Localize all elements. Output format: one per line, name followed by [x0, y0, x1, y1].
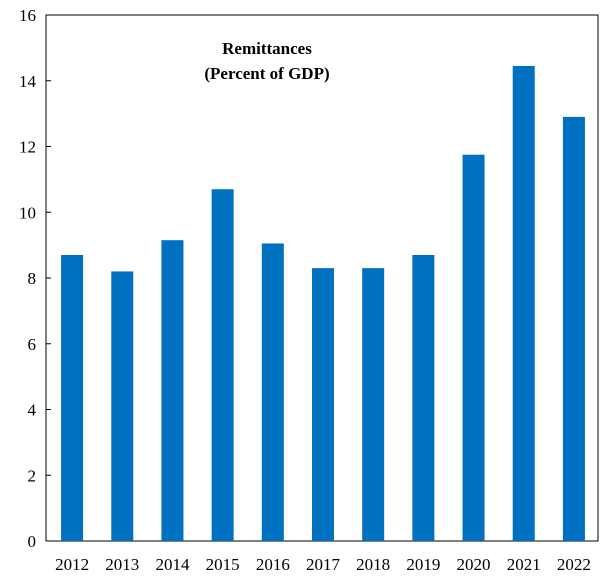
x-tick-label: 2014	[155, 555, 190, 574]
bar-2021	[512, 65, 535, 542]
bar-2020	[462, 154, 485, 541]
x-tick-label: 2021	[507, 555, 541, 574]
x-axis: 2012 2013 2014 2015 2016 2017 2018 2019 2020 2021…	[55, 555, 591, 574]
bar-2015	[211, 189, 234, 542]
y-tick-label: 6	[28, 335, 37, 354]
bar-2017	[312, 268, 334, 541]
x-tick-label: 2017	[306, 555, 341, 574]
bar-2022	[562, 116, 585, 541]
y-tick-label: 2	[28, 466, 37, 485]
y-tick-label: 10	[19, 203, 36, 222]
x-tick-label: 2016	[256, 555, 290, 574]
y-tick-label: 4	[28, 401, 37, 420]
bar-2013	[111, 271, 134, 541]
bar-2014	[161, 240, 184, 541]
x-tick-label: 2019	[406, 555, 440, 574]
y-axis: 0 2 4 6 8 10 12 14 16	[19, 6, 51, 551]
x-tick-label: 2015	[206, 555, 240, 574]
y-tick-label: 14	[19, 72, 37, 91]
chart-subtitle: (Percent of GDP)	[204, 64, 329, 83]
y-tick-label: 12	[19, 138, 36, 157]
bar-2019	[412, 254, 435, 542]
x-tick-label: 2012	[55, 555, 89, 574]
x-tick-label: 2022	[557, 555, 591, 574]
chart-title: Remittances	[222, 39, 312, 58]
y-tick-label: 16	[19, 6, 36, 25]
y-tick-label: 8	[28, 269, 37, 288]
y-tick-label: 0	[28, 532, 37, 551]
bar-2016	[261, 243, 284, 541]
x-tick-label: 2013	[105, 555, 139, 574]
bars	[61, 65, 585, 542]
bar-2018	[362, 268, 385, 541]
bar-2012	[61, 254, 84, 542]
x-tick-label: 2018	[356, 555, 390, 574]
x-tick-label: 2020	[457, 555, 491, 574]
